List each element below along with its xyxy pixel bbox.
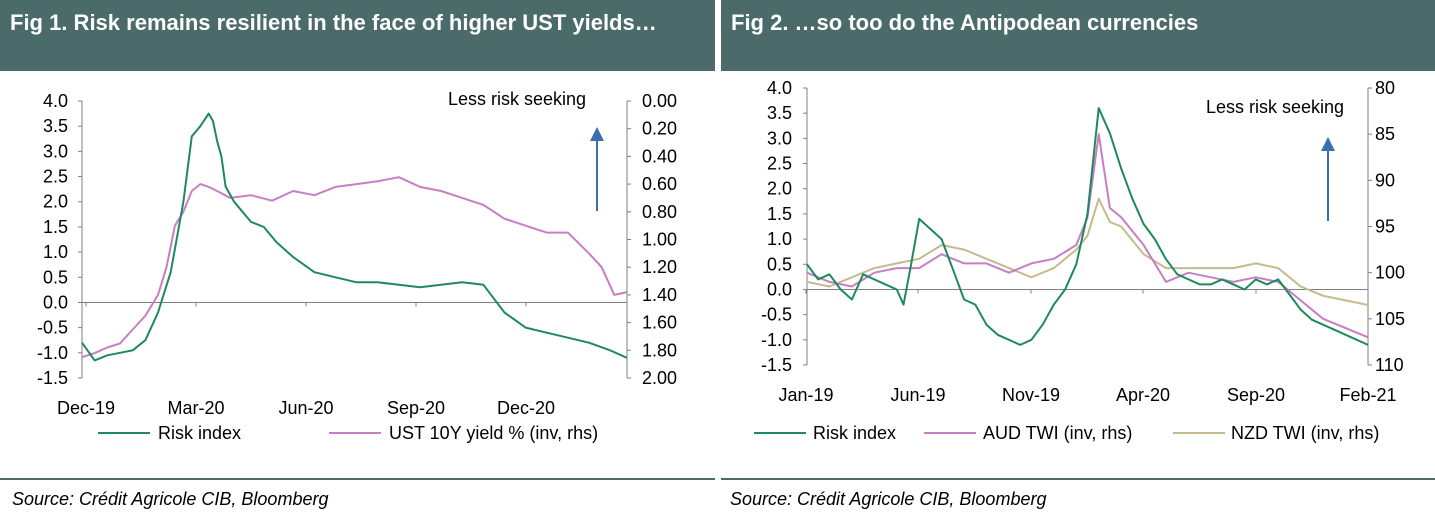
left-axis-tick-label: 0.5 (767, 254, 792, 274)
x-axis-tick-label: Jan-19 (778, 385, 833, 405)
series-line-risk-index (81, 112, 628, 362)
right-axis-tick-label: 0.80 (642, 202, 677, 222)
right-axis-tick-label: 105 (1375, 309, 1405, 329)
right-axis-tick-label: 1.80 (642, 340, 677, 360)
left-axis-tick-label: 3.0 (767, 128, 792, 148)
annotation-less-risk-seeking: Less risk seeking (1206, 97, 1344, 117)
right-axis-tick-label: 0.60 (642, 174, 677, 194)
annotation-less-risk-seeking: Less risk seeking (448, 89, 586, 109)
left-axis-tick-label: 1.0 (43, 242, 68, 262)
series-line-ust-10y-yield-inv-rhs (81, 176, 628, 359)
figure-1-chart: 4.0 3.5 3.0 2.5 2.0 1.5 1.0 0.5 0.0 -0.5 -1.0 -1.5 0… (37, 89, 677, 443)
x-axis-tick-label: Mar-20 (167, 398, 224, 418)
series-line-nzd-twi-inv-rhs (806, 197, 1369, 306)
right-axis-tick-label: 110 (1375, 355, 1404, 375)
left-axis-tick-label: 1.5 (767, 204, 792, 224)
legend-label: UST 10Y yield % (inv, rhs) (389, 423, 598, 443)
x-axis-tick-label: Dec-19 (57, 398, 115, 418)
left-axis-tick-label: 4.0 (767, 78, 792, 98)
legend-label: Risk index (813, 423, 896, 443)
right-axis-tick-label: 85 (1375, 124, 1395, 144)
figure-1-divider (0, 478, 715, 480)
figure-2-divider (721, 478, 1435, 480)
figure-2-source: Source: Crédit Agricole CIB, Bloomberg (730, 489, 1047, 509)
x-axis-tick-label: Jun-20 (278, 398, 333, 418)
left-axis-tick-label: 2.0 (43, 192, 68, 212)
figure-1-panel: Fig 1. Risk remains resilient in the fac… (0, 0, 715, 523)
right-axis-tick-label: 2.00 (642, 368, 677, 388)
right-axis-tick-label: 0.20 (642, 119, 677, 139)
left-axis-tick-label: 4.0 (43, 91, 68, 111)
x-axis-tick-label: Sep-20 (1227, 385, 1285, 405)
left-axis-tick-label: 1.5 (43, 217, 68, 237)
legend-label: Risk index (158, 423, 241, 443)
left-axis-tick-label: 2.0 (767, 179, 792, 199)
right-axis-tick-label: 95 (1375, 217, 1395, 237)
legend-label: AUD TWI (inv, rhs) (983, 423, 1132, 443)
left-axis-tick-label: 2.5 (43, 167, 68, 187)
right-axis-tick-label: 1.20 (642, 257, 677, 277)
left-axis-tick-label: -1.0 (761, 330, 792, 350)
left-axis-tick-label: -0.5 (761, 305, 792, 325)
right-axis-tick-label: 0.40 (642, 146, 677, 166)
right-axis-tick-label: 1.60 (642, 313, 677, 333)
x-axis-tick-label: Dec-20 (497, 398, 555, 418)
right-axis-tick-label: 100 (1375, 263, 1405, 283)
left-axis-tick-label: 0.0 (767, 279, 792, 299)
arrow-up-icon (590, 127, 604, 141)
left-axis-tick-label: 0.0 (43, 292, 68, 312)
left-axis-tick-label: 0.5 (43, 267, 68, 287)
left-axis-tick-label: 3.0 (43, 141, 68, 161)
left-axis-tick-label: 2.5 (767, 154, 792, 174)
right-axis-tick-label: 1.40 (642, 285, 677, 305)
left-axis-tick-label: 3.5 (43, 116, 68, 136)
x-axis-tick-label: Jun-19 (890, 385, 945, 405)
figure-2-chart: 4.0 3.5 3.0 2.5 2.0 1.5 1.0 0.5 0.0 -0.5 -1.0 -1.5 8… (754, 78, 1405, 443)
figure-2-panel: Fig 2. …so too do the Antipodean currenc… (721, 0, 1435, 523)
series-line-risk-index (806, 107, 1369, 346)
left-axis-tick-label: -0.5 (37, 318, 68, 338)
x-axis-tick-label: Apr-20 (1116, 385, 1170, 405)
left-axis-tick-label: -1.5 (761, 355, 792, 375)
x-axis-tick-label: Nov-19 (1002, 385, 1060, 405)
left-axis-tick-label: 1.0 (767, 229, 792, 249)
x-axis-tick-label: Sep-20 (387, 398, 445, 418)
figure-2-title: Fig 2. …so too do the Antipodean currenc… (721, 0, 1435, 71)
right-axis-tick-label: 0.00 (642, 91, 677, 111)
left-axis-tick-label: -1.5 (37, 368, 68, 388)
left-axis-tick-label: -1.0 (37, 343, 68, 363)
arrow-up-icon (1321, 137, 1335, 151)
right-axis-tick-label: 90 (1375, 170, 1395, 190)
right-axis-tick-label: 1.00 (642, 230, 677, 250)
left-axis-tick-label: 3.5 (767, 103, 792, 123)
x-axis-tick-label: Feb-21 (1339, 385, 1396, 405)
series-line-aud-twi-inv-rhs (806, 133, 1369, 339)
right-axis-tick-label: 80 (1375, 78, 1395, 98)
figure-1-title: Fig 1. Risk remains resilient in the fac… (0, 0, 715, 71)
figure-1-source: Source: Crédit Agricole CIB, Bloomberg (12, 489, 329, 509)
legend-label: NZD TWI (inv, rhs) (1231, 423, 1379, 443)
